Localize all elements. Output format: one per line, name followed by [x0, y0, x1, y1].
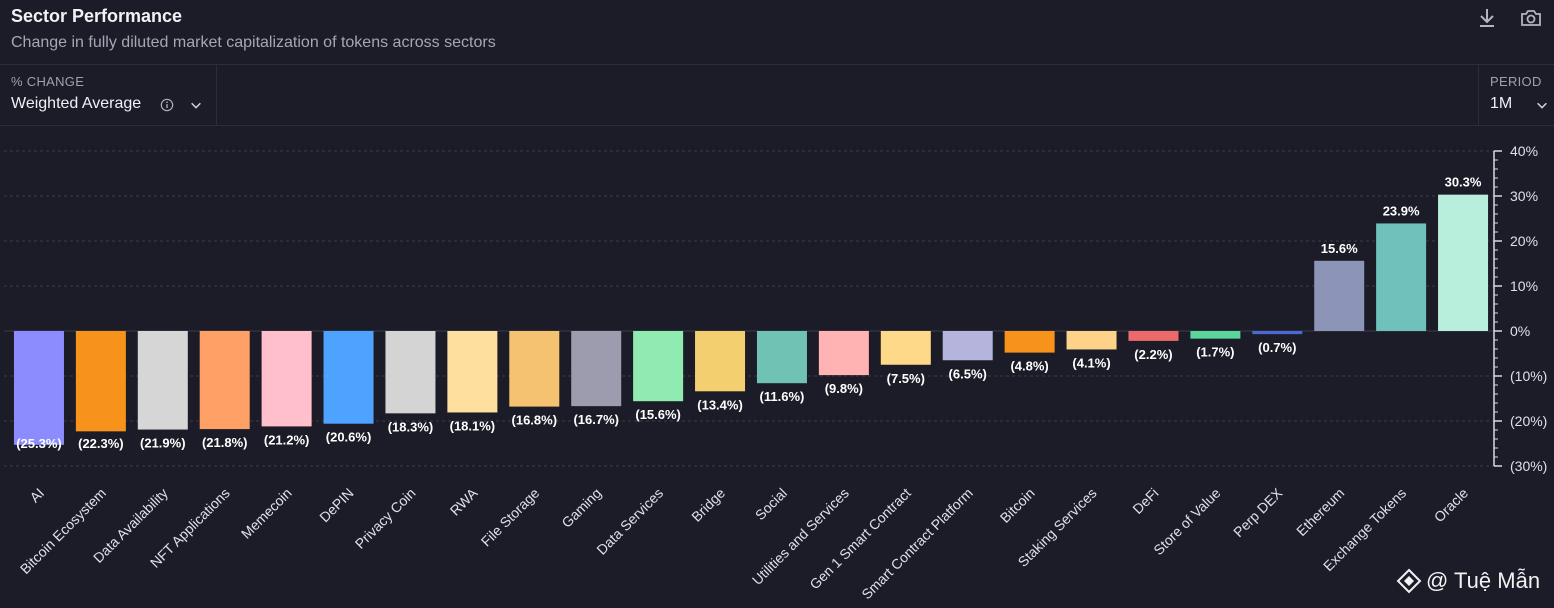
- x-tick-label: Ethereum: [1293, 485, 1347, 539]
- value-label: (1.7%): [1196, 345, 1234, 360]
- y-tick-label: (20%): [1510, 413, 1547, 429]
- y-tick-label: (10%): [1510, 368, 1547, 384]
- value-label: (16.8%): [512, 413, 558, 428]
- chart-header: Sector Performance Change in fully dilut…: [0, 0, 1554, 65]
- change-selector[interactable]: % CHANGE Weighted Average: [0, 65, 217, 125]
- y-tick-label: (30%): [1510, 458, 1547, 474]
- y-tick-label: 30%: [1510, 188, 1538, 204]
- x-tick-label: Bitcoin: [997, 485, 1038, 526]
- watermark-text: @ Tuệ Mẫn: [1426, 568, 1541, 593]
- value-label: (16.7%): [573, 412, 619, 427]
- y-tick-label: 10%: [1510, 278, 1538, 294]
- y-tick-label: 40%: [1510, 143, 1538, 159]
- watermark: @ Tuệ Mẫn: [1396, 568, 1540, 594]
- value-label: (22.3%): [78, 436, 124, 451]
- x-tick-label: File Storage: [478, 485, 543, 550]
- bar-utilities-and-services[interactable]: [818, 331, 869, 376]
- y-axis: 40% 30% 20% 10% 0% (10%) (20%) (30%): [1493, 143, 1547, 474]
- x-tick-label: Data Services: [593, 485, 666, 558]
- value-label: (15.6%): [635, 407, 681, 422]
- x-tick-label: Oracle: [1431, 485, 1472, 526]
- bar-store-of-value[interactable]: [1190, 331, 1241, 339]
- bar-depin[interactable]: [323, 331, 374, 424]
- x-tick-label: Privacy Coin: [352, 485, 419, 552]
- bar-bitcoin-ecosystem[interactable]: [75, 331, 126, 432]
- value-label: (4.8%): [1010, 359, 1048, 374]
- x-tick-label: Bridge: [688, 485, 728, 525]
- change-value[interactable]: Weighted Average: [11, 95, 142, 112]
- bar-gaming[interactable]: [571, 331, 622, 407]
- info-icon[interactable]: [160, 98, 174, 112]
- chevron-down-icon[interactable]: [1535, 98, 1549, 112]
- value-label: (4.1%): [1072, 355, 1110, 370]
- value-label: 23.9%: [1383, 203, 1420, 218]
- value-label: (13.4%): [697, 397, 743, 412]
- change-label: % CHANGE: [11, 74, 85, 89]
- value-label: (21.8%): [202, 435, 248, 450]
- value-label: (18.1%): [450, 418, 496, 433]
- bar-exchange-tokens[interactable]: [1376, 223, 1427, 331]
- bar-bridge[interactable]: [695, 331, 746, 392]
- value-label: (9.8%): [825, 381, 863, 396]
- bar-file-storage[interactable]: [509, 331, 560, 407]
- value-label: (0.7%): [1258, 340, 1296, 355]
- chevron-down-icon[interactable]: [189, 98, 203, 112]
- chart-controls: % CHANGE Weighted Average PERIOD 1M: [0, 65, 1554, 126]
- bar-oracle[interactable]: [1438, 194, 1489, 331]
- grid-lines: [4, 150, 1494, 467]
- x-tick-label: DeFi: [1129, 485, 1161, 517]
- value-label: (25.3%): [16, 436, 62, 451]
- value-label: 15.6%: [1321, 241, 1358, 256]
- value-label: (7.5%): [887, 371, 925, 386]
- period-label: PERIOD: [1490, 74, 1542, 89]
- y-tick-label: 0%: [1510, 323, 1530, 339]
- value-labels: (25.3%) (22.3%) (21.9%) (21.8%) (21.2%) (20.6…: [16, 175, 1482, 451]
- x-tick-label: DePIN: [316, 485, 356, 525]
- value-label: (20.6%): [326, 430, 372, 445]
- bar-data-services[interactable]: [633, 331, 684, 402]
- bar-gen-1-smart-contract[interactable]: [880, 331, 931, 365]
- value-label: (11.6%): [760, 389, 805, 404]
- bars: [13, 194, 1489, 445]
- bar-rwa[interactable]: [447, 331, 498, 413]
- bar-smart-contract-platform[interactable]: [942, 331, 993, 361]
- x-tick-label: Social: [752, 485, 790, 523]
- value-label: (21.9%): [140, 436, 186, 451]
- chart-title: Sector Performance: [11, 6, 183, 26]
- value-label: 30.3%: [1445, 175, 1482, 190]
- sector-bar-chart: (25.3%) (22.3%) (21.9%) (21.8%) (21.2%) (20.6…: [4, 143, 1547, 602]
- bar-bitcoin[interactable]: [1004, 331, 1055, 353]
- value-label: (21.2%): [264, 432, 310, 447]
- x-tick-label: RWA: [447, 484, 481, 518]
- bar-social[interactable]: [756, 331, 807, 384]
- x-tick-label: AI: [26, 485, 47, 506]
- download-icon[interactable]: [1475, 6, 1499, 30]
- x-tick-label: Memecoin: [238, 485, 295, 542]
- bar-perp-dex[interactable]: [1252, 331, 1303, 335]
- value-label: (18.3%): [388, 419, 434, 434]
- bar-nft-applications[interactable]: [199, 331, 250, 430]
- bar-ai[interactable]: [13, 331, 64, 445]
- camera-icon[interactable]: [1519, 6, 1543, 30]
- x-tick-label: Smart Contract Platform: [858, 485, 975, 602]
- value-label: (6.5%): [949, 366, 987, 381]
- x-tick-label: Gaming: [558, 485, 604, 531]
- bar-defi[interactable]: [1128, 331, 1179, 341]
- diamond-logo-icon: [1396, 568, 1422, 594]
- bar-staking-services[interactable]: [1066, 331, 1117, 350]
- bar-ethereum[interactable]: [1314, 260, 1365, 331]
- x-tick-label: Store of Value: [1150, 485, 1223, 558]
- value-label: (2.2%): [1134, 347, 1172, 362]
- x-tick-label: Perp DEX: [1230, 484, 1286, 540]
- bar-privacy-coin[interactable]: [385, 331, 436, 414]
- x-tick-label: Gen 1 Smart Contract: [806, 485, 914, 593]
- period-selector[interactable]: PERIOD 1M: [1478, 65, 1554, 125]
- chart-subtitle: Change in fully diluted market capitaliz…: [11, 34, 496, 51]
- period-value[interactable]: 1M: [1490, 95, 1513, 112]
- bar-data-availability[interactable]: [137, 331, 188, 430]
- bar-memecoin[interactable]: [261, 331, 312, 427]
- y-tick-label: 20%: [1510, 233, 1538, 249]
